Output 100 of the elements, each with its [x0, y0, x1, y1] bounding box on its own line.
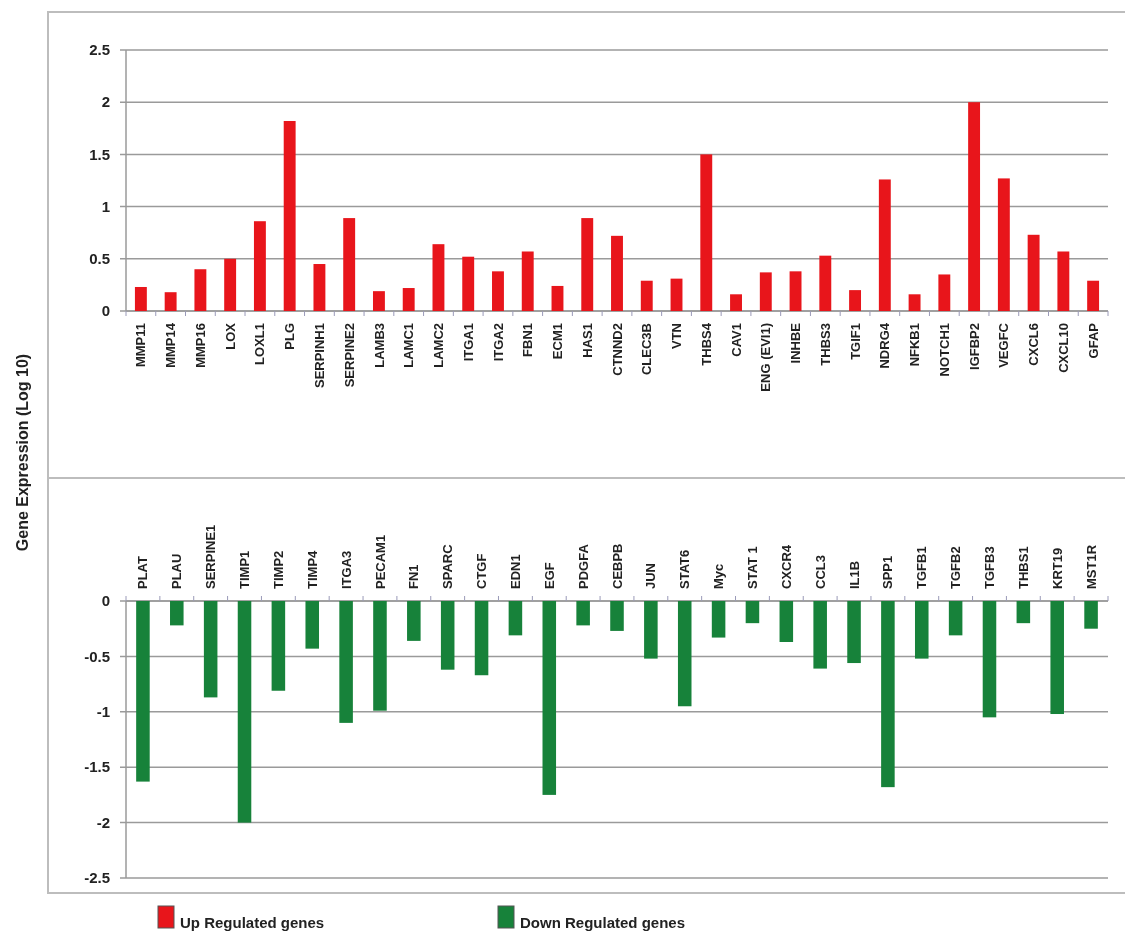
- x-tick-label: ECM1: [550, 323, 566, 360]
- x-tick-label: MMP11: [133, 323, 149, 368]
- x-tick-label: TIMP2: [270, 550, 286, 589]
- bar: [224, 258, 237, 311]
- x-tick-label: HAS1: [579, 323, 595, 358]
- bar: [968, 102, 981, 311]
- bar: [492, 271, 504, 311]
- y-tick-label: 0: [101, 302, 110, 320]
- x-tick-label: EGF: [541, 562, 557, 589]
- x-tick-label: CXCL6: [1026, 323, 1042, 366]
- x-tick-label: FBN1: [520, 323, 536, 357]
- x-tick-label: MST1R: [1083, 544, 1099, 589]
- bar: [730, 294, 742, 311]
- bar: [283, 120, 296, 311]
- x-tick-label: SPARC: [440, 543, 456, 589]
- x-tick-label: LAMC2: [431, 323, 446, 368]
- x-tick-label: STAT6: [677, 549, 693, 589]
- x-tick-label: TGFB1: [914, 546, 930, 589]
- legend-label: Up Regulated genes: [180, 914, 325, 931]
- bar: [1087, 280, 1100, 311]
- bar: [521, 251, 534, 311]
- y-tick-label: -0.5: [84, 647, 110, 665]
- bar: [402, 288, 415, 311]
- x-tick-label: MMP14: [163, 322, 179, 368]
- bar: [1057, 251, 1070, 311]
- bar: [640, 280, 653, 311]
- x-tick-label: IGFBP2: [966, 323, 982, 370]
- x-tick-label: IL1B: [846, 560, 862, 589]
- bar: [343, 218, 356, 311]
- x-tick-label: GFAP: [1085, 322, 1101, 359]
- bar: [313, 264, 326, 311]
- x-tick-label: ITGA1: [460, 323, 476, 362]
- legend-label: Down Regulated genes: [520, 914, 686, 931]
- x-tick-label: Myc: [711, 563, 727, 589]
- x-tick-label: PDGFA: [575, 543, 591, 589]
- x-tick-label: EDN1: [507, 554, 523, 589]
- bar: [670, 278, 683, 311]
- bar: [849, 290, 862, 311]
- x-tick-label: SPP1: [880, 555, 896, 589]
- bar: [759, 272, 772, 311]
- x-tick-label: NFKB1: [907, 323, 923, 367]
- x-tick-label: STAT 1: [745, 546, 760, 589]
- y-tick-label: 0: [101, 592, 110, 610]
- x-tick-label: INHBE: [788, 322, 804, 364]
- bar: [611, 235, 623, 311]
- x-tick-label: SERPINE1: [203, 524, 219, 589]
- bar: [253, 221, 266, 311]
- x-tick-label: JUN: [643, 562, 659, 589]
- x-tick-label: LAMC1: [401, 323, 417, 368]
- x-tick-label: TGIF1: [847, 323, 863, 360]
- x-tick-label: THBS1: [1015, 546, 1031, 589]
- x-tick-label: THBS4: [698, 322, 714, 366]
- y-tick-label: 1.5: [89, 145, 110, 163]
- x-tick-label: ENG (EVI1): [758, 323, 774, 392]
- x-tick-label: PLAU: [169, 553, 185, 589]
- bar: [372, 291, 385, 311]
- x-tick-label: CTNND2: [609, 323, 625, 376]
- x-tick-label: SERPINH1: [311, 323, 327, 389]
- bar: [878, 179, 891, 311]
- x-tick-label: NDRG4: [877, 322, 893, 369]
- y-tick-label: 1: [101, 197, 110, 215]
- x-tick-label: KRT19: [1049, 547, 1065, 589]
- y-tick-label: 2: [101, 93, 110, 111]
- bar: [551, 285, 564, 311]
- bar: [432, 244, 445, 311]
- x-tick-label: ITGA3: [338, 550, 354, 589]
- bar: [134, 286, 147, 311]
- y-axis-title: Gene Expression (Log 10): [14, 353, 31, 552]
- bar: [1027, 234, 1040, 311]
- bar: [581, 218, 594, 311]
- bar: [997, 178, 1010, 311]
- x-tick-label: MMP16: [192, 323, 208, 368]
- x-tick-label: THBS3: [817, 323, 833, 366]
- y-tick-label: -2.5: [84, 869, 110, 887]
- x-tick-label: CEBPB: [609, 543, 625, 589]
- x-tick-label: TIMP4: [304, 549, 320, 589]
- x-tick-label: TGFB3: [982, 546, 998, 589]
- bar: [938, 274, 951, 311]
- x-tick-label: LOX: [222, 322, 238, 350]
- x-tick-label: ITGA2: [490, 323, 506, 362]
- y-tick-label: 2.5: [89, 41, 110, 59]
- x-tick-label: LAMB3: [371, 323, 387, 368]
- bar: [789, 271, 802, 311]
- y-tick-label: 0.5: [89, 250, 110, 268]
- x-tick-label: TIMP1: [237, 550, 253, 589]
- bar: [819, 255, 832, 311]
- x-tick-label: CCL3: [812, 555, 828, 589]
- x-tick-label: VEGFC: [996, 322, 1012, 368]
- y-tick-label: -2: [96, 813, 110, 831]
- x-tick-label: CAV1: [728, 323, 744, 357]
- x-tick-label: CXCR4: [778, 544, 794, 589]
- x-tick-label: TGFB2: [948, 546, 964, 589]
- x-tick-label: LOXL1: [252, 323, 268, 365]
- x-tick-label: PLAT: [135, 555, 151, 589]
- bar: [462, 256, 475, 311]
- y-tick-label: -1: [96, 703, 110, 721]
- bar: [164, 292, 177, 311]
- y-tick-label: -1.5: [84, 758, 110, 776]
- bar: [194, 269, 207, 311]
- bar: [908, 294, 921, 311]
